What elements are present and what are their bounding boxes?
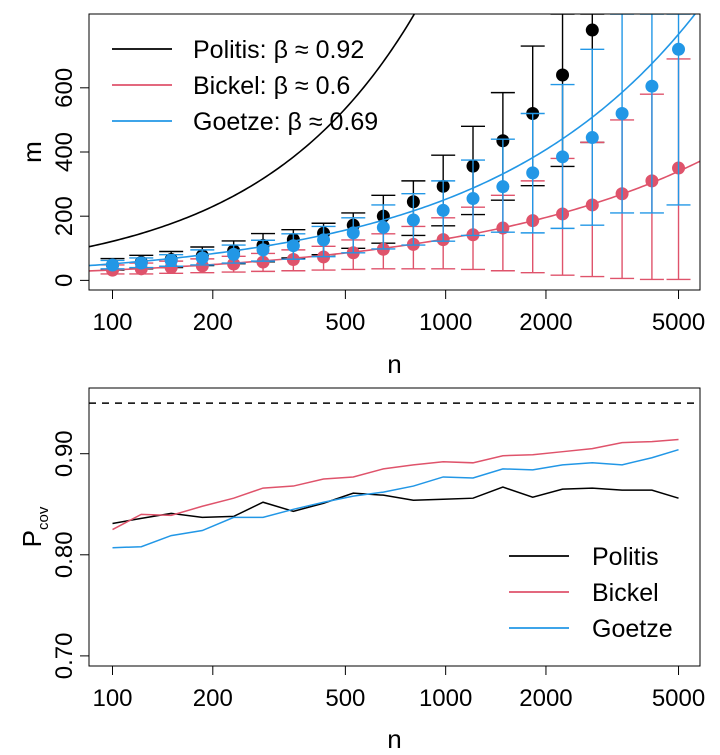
- x-axis: 100 200 500 1000 2000 5000: [92, 289, 705, 336]
- legend-item-goetze: Goetze: β ≈ 0.69: [112, 108, 378, 136]
- legend-item-politis: Politis: [509, 543, 659, 571]
- y-axis-label: m: [17, 141, 47, 163]
- data-point: [496, 180, 510, 194]
- data-point: [672, 42, 686, 56]
- y-axis-label-subscript: cov: [35, 506, 52, 530]
- data-point: [585, 131, 599, 145]
- legend-item-goetze: Goetze: [509, 615, 673, 643]
- data-point: [615, 106, 629, 120]
- plot-area: [89, 402, 700, 549]
- legend-label: Goetze: [592, 615, 673, 643]
- data-point: [227, 257, 241, 271]
- line-goetze: [112, 448, 679, 549]
- plot-area: [89, 14, 700, 281]
- data-point: [106, 258, 120, 272]
- x-tick-label: 1000: [419, 309, 472, 336]
- data-point: [134, 256, 148, 270]
- x-tick-label: 2000: [519, 309, 572, 336]
- data-point: [346, 226, 360, 240]
- x-tick-label: 100: [92, 309, 132, 336]
- y-tick-label: 0.80: [51, 531, 78, 578]
- data-point: [526, 166, 540, 180]
- legend-label: Bickel: [592, 579, 659, 607]
- y-tick-label: 0.90: [51, 430, 78, 477]
- series-bickel: [112, 438, 679, 531]
- legend-label: Bickel: β ≈ 0.6: [193, 72, 350, 100]
- x-axis-label: n: [387, 349, 401, 379]
- error-bar: [666, 14, 691, 206]
- y-tick-label: 0: [51, 274, 78, 287]
- y-tick-label: 0.70: [51, 633, 78, 680]
- data-point: [376, 220, 390, 234]
- data-point: [286, 239, 300, 253]
- fit-curve-goetze: [89, 14, 697, 267]
- series-politis: [89, 14, 605, 272]
- x-tick-label: 200: [193, 309, 233, 336]
- legend-item-bickel: Bickel: [509, 579, 659, 607]
- legend: Politis Bickel Goetze: [509, 543, 673, 643]
- series-politis: [112, 486, 679, 525]
- y-axis-label: Pcov: [17, 506, 52, 547]
- legend-label: Politis: [592, 543, 659, 571]
- data-point: [645, 79, 659, 93]
- series-goetze: [89, 14, 697, 272]
- legend-label: Goetze: β ≈ 0.69: [193, 108, 378, 136]
- x-axis-label: n: [387, 724, 401, 754]
- data-point: [164, 253, 178, 267]
- legend-item-politis: Politis: β ≈ 0.92: [112, 36, 364, 64]
- x-tick-label: 1000: [419, 685, 472, 712]
- y-tick-label: 400: [51, 132, 78, 172]
- line-bickel: [112, 438, 679, 531]
- y-axis: 0 200 400 600: [51, 68, 90, 287]
- y-tick-label: 200: [51, 196, 78, 236]
- x-tick-label: 500: [325, 685, 365, 712]
- line-politis: [112, 486, 679, 525]
- fit-curve-politis: [89, 14, 416, 248]
- x-axis: 100 200 500 1000 2000 5000: [92, 665, 705, 712]
- data-point: [466, 192, 480, 206]
- x-tick-label: 5000: [652, 309, 705, 336]
- x-tick-label: 100: [92, 685, 132, 712]
- y-axis-label-main: P: [17, 530, 47, 547]
- series-bickel: [89, 58, 700, 281]
- data-point: [556, 150, 570, 164]
- data-point: [227, 247, 241, 261]
- data-point: [195, 251, 209, 265]
- series-goetze: [112, 448, 679, 549]
- svg-text:Pcov: Pcov: [17, 506, 52, 547]
- data-point: [406, 213, 420, 227]
- data-point: [585, 23, 599, 37]
- data-point: [436, 203, 450, 217]
- legend: Politis: β ≈ 0.92 Bickel: β ≈ 0.6 Goetze: …: [112, 36, 378, 136]
- data-point: [556, 68, 570, 82]
- y-axis: 0.70 0.80 0.90: [51, 430, 90, 680]
- panel-m-vs-n: 100 200 500 1000 2000 5000 0 200 400 600 n m Pol…: [17, 13, 705, 379]
- panel-pcov-vs-n: 100 200 500 1000 2000 5000 0.70 0.80 0.90 n Pco…: [17, 387, 705, 754]
- x-tick-label: 5000: [652, 685, 705, 712]
- legend-item-bickel: Bickel: β ≈ 0.6: [112, 72, 350, 100]
- x-tick-label: 500: [325, 309, 365, 336]
- legend-label: Politis: β ≈ 0.92: [193, 36, 364, 64]
- x-tick-label: 200: [193, 685, 233, 712]
- error-bar: [639, 14, 664, 214]
- data-point: [317, 233, 331, 247]
- y-tick-label: 600: [51, 68, 78, 108]
- data-point: [256, 243, 270, 257]
- x-tick-label: 2000: [519, 685, 572, 712]
- data-point: [256, 255, 270, 269]
